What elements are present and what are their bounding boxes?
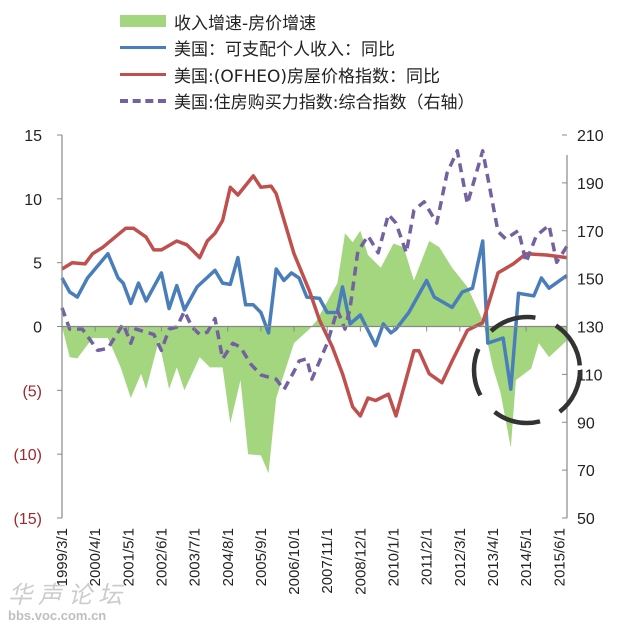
x-tick-label: 2014/5/1 (518, 528, 535, 586)
legend-swatch-line (120, 46, 166, 50)
x-tick-label: 2005/9/1 (253, 528, 270, 586)
y-right-tick-label: 110 (577, 367, 603, 384)
y-right-tick-label: 170 (577, 224, 604, 241)
legend-label: 美国：可支配个人收入：同比 (174, 40, 395, 61)
x-tick-label: 2011/2/1 (419, 528, 436, 585)
x-tick-label: 2001/5/1 (120, 528, 137, 586)
y-right-tick-label: 130 (577, 320, 604, 337)
y-right-tick-label: 150 (577, 272, 604, 289)
series-3 (60, 149, 569, 392)
watermark: 华声论坛 bbs.voc.com.cn (8, 575, 128, 623)
x-tick-label: 2003/7/1 (187, 528, 204, 586)
y-right-tick-label: 90 (577, 415, 595, 432)
series-2 (61, 174, 568, 418)
y-right-tick-label: 190 (577, 176, 604, 193)
legend-item-income-minus-price: 收入增速-房价增速 (120, 8, 474, 35)
y-left-tick-label: (15) (14, 511, 42, 528)
x-tick-label: 2006/10/1 (286, 528, 303, 595)
x-tick-label: 2007/11/1 (319, 528, 336, 594)
y-left-tick-label: 10 (24, 192, 42, 209)
x-tick-label: 2010/1/1 (386, 528, 403, 586)
y-right-tick-label: 210 (577, 128, 604, 145)
legend-item-house-price: 美国:(OFHEO)房屋价格指数：同比 (120, 61, 474, 88)
legend: 收入增速-房价增速 美国：可支配个人收入：同比 美国:(OFHEO)房屋价格指数… (120, 8, 474, 114)
y-left-tick-label: (5) (22, 383, 42, 400)
y-left-tick-label: 15 (24, 128, 42, 145)
legend-swatch-area (120, 15, 166, 28)
legend-swatch-line (120, 72, 166, 76)
y-left-tick-label: 0 (33, 320, 42, 337)
legend-label: 美国:(OFHEO)房屋价格指数：同比 (174, 66, 441, 87)
watermark-logo: 华声论坛 (8, 581, 128, 609)
x-tick-label: 2008/12/1 (352, 528, 369, 595)
x-tick-label: 2015/6/1 (551, 528, 568, 586)
series-line-3 (60, 149, 569, 392)
series-1 (60, 239, 568, 391)
x-tick-label: 2004/8/1 (220, 528, 237, 586)
series-0 (62, 230, 567, 474)
x-tick-label: 1999/3/1 (54, 528, 71, 586)
x-tick-label: 2002/6/1 (153, 528, 170, 586)
y-right-tick-label: 70 (577, 463, 595, 480)
x-tick-label: 2013/4/1 (485, 528, 502, 586)
y-left-tick-label: 5 (33, 256, 42, 273)
series-line-1 (60, 239, 568, 391)
series-line-2 (61, 174, 568, 418)
legend-label: 美国:住房购买力指数:综合指数（右轴） (174, 93, 475, 114)
legend-item-affordability: 美国:住房购买力指数:综合指数（右轴） (120, 88, 474, 115)
annotation-dashed-circle (471, 314, 583, 426)
area-income-minus-price (62, 230, 567, 474)
legend-swatch-dashed (120, 98, 166, 103)
x-tick-label: 2000/4/1 (87, 528, 104, 586)
legend-item-income: 美国：可支配个人收入：同比 (120, 35, 474, 62)
watermark-url: bbs.voc.com.cn (8, 608, 107, 623)
x-tick-label: 2012/3/1 (452, 528, 469, 586)
y-left-tick-label: (10) (14, 447, 42, 464)
y-right-tick-label: 50 (577, 511, 595, 528)
legend-label: 收入增速-房价增速 (174, 13, 317, 34)
